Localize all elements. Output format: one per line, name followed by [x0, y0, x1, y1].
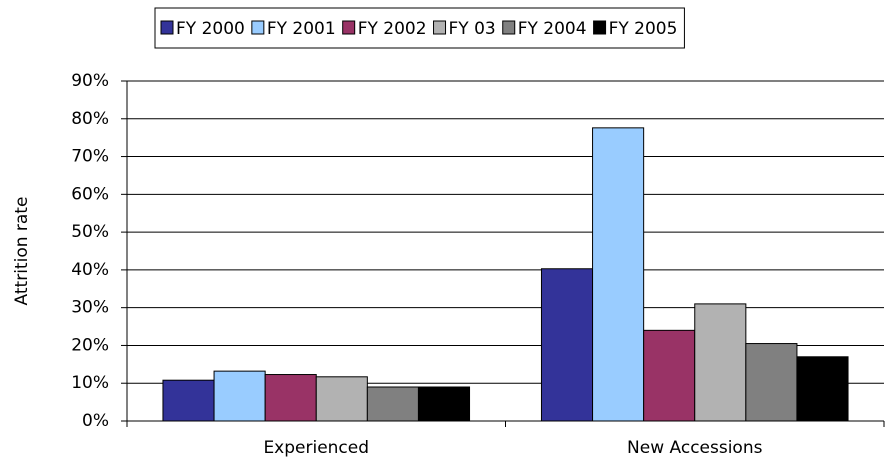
legend-swatch	[160, 20, 174, 35]
legend-label: FY 2005	[609, 19, 678, 39]
bar	[694, 303, 747, 422]
legend-label: FY 03	[449, 19, 496, 39]
bar	[643, 329, 696, 422]
y-tick-label: 80%	[71, 109, 109, 129]
bar	[745, 343, 798, 422]
legend-label: FY 2002	[358, 19, 427, 39]
y-tick-label: 0%	[82, 411, 109, 431]
y-tick-label: 40%	[71, 260, 109, 280]
y-tick-label: 90%	[71, 71, 109, 91]
y-tick-label: 20%	[71, 335, 109, 355]
legend-swatch	[433, 20, 447, 35]
bar	[213, 370, 266, 422]
legend-label: FY 2004	[518, 19, 587, 39]
y-axis-label: Attrition rate	[12, 197, 32, 306]
y-tick-label: 70%	[71, 147, 109, 167]
legend-swatch	[502, 20, 516, 35]
legend-swatch	[251, 20, 265, 35]
bar	[264, 374, 317, 422]
x-tick-label: Experienced	[263, 438, 369, 458]
y-tick-label: 10%	[71, 373, 109, 393]
bar	[592, 127, 645, 422]
y-tick-label: 30%	[71, 298, 109, 318]
y-tick-label: 60%	[71, 184, 109, 204]
bar	[162, 379, 215, 422]
legend-swatch	[342, 20, 356, 35]
y-tick-label: 50%	[71, 222, 109, 242]
legend-label: FY 2001	[267, 19, 336, 39]
bar	[796, 356, 849, 422]
bar	[540, 268, 594, 422]
legend-label: FY 2000	[176, 19, 245, 39]
bar	[315, 376, 368, 422]
x-tick-label: New Accessions	[627, 438, 763, 458]
bar	[366, 386, 419, 422]
bar	[417, 386, 471, 422]
legend-swatch	[593, 20, 607, 35]
